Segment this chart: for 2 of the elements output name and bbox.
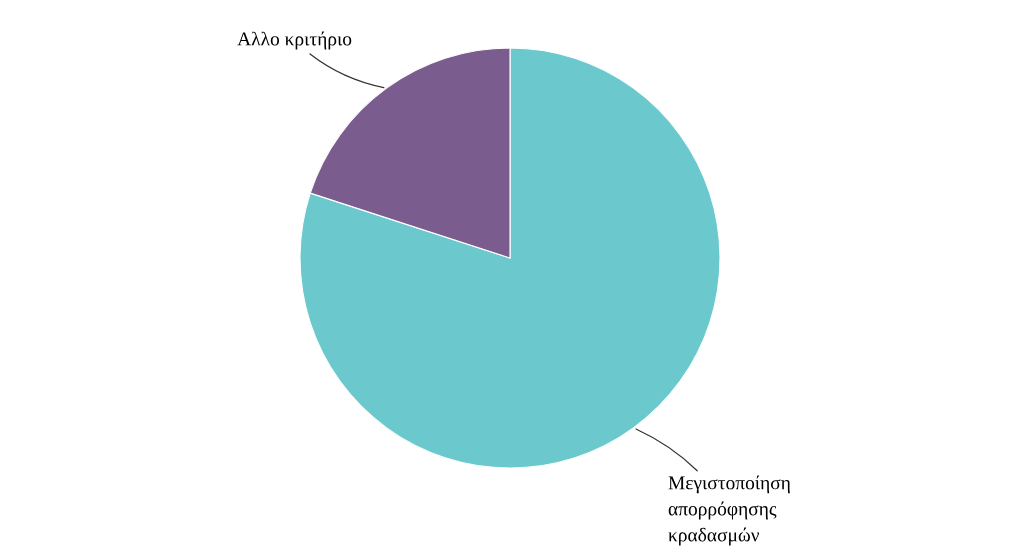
slice-label: Μεγιστοποίηση απορρόφησης κραδασμών xyxy=(668,475,790,546)
slice-label: Αλλο κριτήριο xyxy=(237,31,352,50)
